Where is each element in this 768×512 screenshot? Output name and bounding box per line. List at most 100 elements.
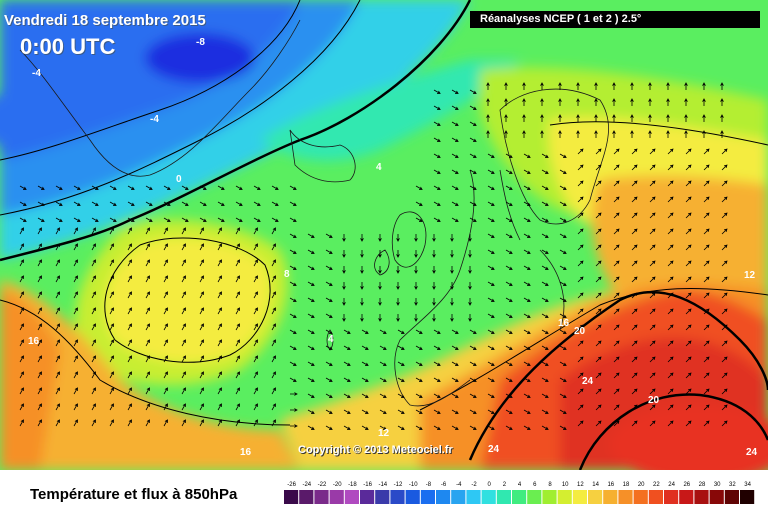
wind-arrow: [433, 217, 441, 222]
wind-arrow: [432, 250, 436, 258]
wind-arrow: [55, 259, 60, 267]
wind-arrow: [631, 404, 638, 411]
wind-arrow: [342, 298, 346, 306]
wind-arrow: [181, 243, 186, 251]
wind-arrow: [595, 388, 602, 395]
wind-arrow: [360, 266, 364, 274]
wind-arrow: [595, 180, 602, 187]
wind-arrow: [631, 228, 638, 235]
wind-arrow: [145, 323, 150, 331]
wind-arrow: [217, 185, 225, 190]
wind-arrow: [73, 201, 81, 206]
wind-arrow: [199, 201, 207, 206]
wind-arrow: [73, 227, 78, 235]
wind-arrow: [468, 234, 472, 242]
wind-arrow: [541, 313, 549, 318]
wind-arrow: [307, 377, 315, 382]
isotherm-labels: -8 -4 -4 0 4 8 4 12 16 16 20 24 20 24 24…: [28, 37, 758, 458]
wind-arrow: [649, 372, 656, 379]
wind-arrow: [540, 82, 544, 90]
wind-arrow: [217, 243, 222, 251]
wind-arrow: [415, 361, 423, 366]
wind-arrow: [451, 217, 459, 222]
legend-swatch: [709, 490, 724, 504]
iso-label: 12: [744, 270, 756, 281]
wind-arrow: [649, 212, 656, 219]
wind-arrow: [127, 275, 132, 283]
wind-arrow: [487, 233, 495, 238]
wind-arrow: [469, 217, 477, 222]
wind-arrow: [505, 217, 513, 222]
wind-arrow: [145, 291, 150, 299]
wind-arrow: [721, 228, 728, 235]
wind-arrow: [541, 409, 549, 414]
legend-swatch: [375, 490, 390, 504]
wind-arrow: [613, 244, 620, 251]
wind-arrow: [307, 425, 315, 430]
wind-arrow: [361, 393, 369, 398]
wind-arrow: [594, 114, 598, 122]
wind-arrow: [594, 130, 598, 138]
wind-arrow: [253, 339, 258, 347]
legend-swatch: [679, 490, 694, 504]
wind-arrow: [415, 345, 423, 350]
wind-arrow: [253, 419, 258, 427]
wind-arrow: [721, 340, 728, 347]
wind-arrow: [468, 298, 472, 306]
wind-arrow: [91, 185, 99, 190]
wind-arrow: [415, 393, 423, 398]
wind-arrow: [181, 275, 186, 283]
legend-value: 26: [683, 482, 690, 488]
wind-arrow: [504, 98, 508, 106]
wind-arrow: [559, 153, 567, 158]
wind-arrow: [505, 265, 513, 270]
wind-arrow: [595, 324, 602, 331]
wind-arrow: [37, 387, 42, 395]
wind-arrow: [577, 180, 584, 187]
wind-arrow: [595, 420, 602, 427]
wind-arrow: [487, 313, 495, 318]
wind-arrow: [450, 250, 454, 258]
wind-arrow: [666, 114, 670, 122]
wind-arrow: [577, 420, 584, 427]
wind-arrow: [631, 196, 638, 203]
wind-arrow: [613, 308, 620, 315]
wind-arrow: [486, 82, 490, 90]
wind-arrow: [271, 227, 276, 235]
wind-arrow: [433, 185, 441, 190]
wind-arrow: [396, 234, 400, 242]
wind-arrow: [307, 233, 315, 238]
wind-arrow: [290, 424, 298, 428]
wind-arrow: [595, 212, 602, 219]
wind-arrow: [271, 355, 276, 363]
wind-arrow: [468, 314, 472, 322]
wind-arrow: [235, 403, 240, 411]
wind-arrow: [720, 130, 724, 138]
wind-arrow: [127, 307, 132, 315]
wind-arrow: [91, 355, 96, 363]
wind-arrow: [487, 361, 495, 366]
wind-arrow: [253, 259, 258, 267]
wind-arrow: [145, 307, 150, 315]
wind-arrow: [414, 282, 418, 290]
wind-arrow: [450, 266, 454, 274]
wind-arrow: [414, 250, 418, 258]
wind-arrow: [127, 217, 135, 222]
wind-arrow: [486, 130, 490, 138]
wind-arrow: [721, 244, 728, 251]
wind-arrow: [595, 372, 602, 379]
wind-arrow: [181, 419, 186, 427]
wind-arrow: [685, 276, 692, 283]
wind-arrow: [667, 404, 674, 411]
wind-arrow: [613, 292, 620, 299]
wind-arrow: [289, 313, 297, 318]
wind-arrow: [181, 355, 186, 363]
source-badge: Réanalyses NCEP ( 1 et 2 ) 2.5°: [470, 11, 760, 28]
wind-arrow: [271, 275, 276, 283]
wind-arrow: [559, 281, 567, 286]
wind-arrow: [360, 234, 364, 242]
wind-arrow: [648, 130, 652, 138]
wind-arrow: [379, 361, 387, 366]
wind-arrow: [109, 387, 114, 395]
wind-arrow: [613, 148, 620, 155]
